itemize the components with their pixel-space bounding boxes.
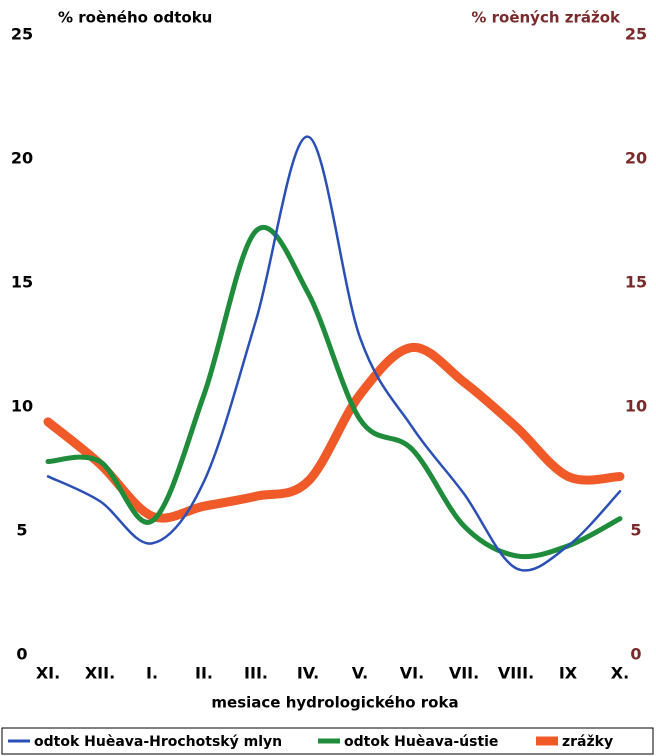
- x-tick-label: I.: [146, 664, 158, 683]
- y2-tick-label: 20: [625, 149, 647, 168]
- x-axis-title: mesiace hydrologického roka: [211, 694, 458, 712]
- y2-tick-label: 10: [625, 397, 647, 416]
- x-tick-label: III.: [244, 664, 268, 683]
- y2-tick-label: 25: [625, 25, 647, 44]
- y2-axis-title: % roèných zrážok: [471, 9, 621, 27]
- series-line: [45, 225, 623, 560]
- x-tick-label: VII.: [449, 664, 479, 683]
- x-tick-label: II.: [195, 664, 213, 683]
- legend-label: zrážky: [562, 734, 613, 750]
- x-tick-label: VI.: [400, 664, 424, 683]
- y-axis-title: % roèného odtoku: [58, 9, 212, 27]
- y-tick-label: 25: [11, 25, 33, 44]
- legend-label: odtok Huèava-Hrochotský mlyn: [34, 734, 282, 750]
- y2-tick-label: 0: [630, 645, 641, 664]
- x-tick-label: XI.: [36, 664, 60, 683]
- x-tick-label: VIII.: [498, 664, 534, 683]
- y-tick-label: 0: [16, 645, 27, 664]
- y2-tick-label: 15: [625, 273, 647, 292]
- x-tick-label: IV.: [297, 664, 319, 683]
- x-tick-label: X.: [611, 664, 629, 683]
- series-line: [46, 135, 622, 572]
- y-tick-label: 20: [11, 149, 33, 168]
- y-tick-label: 15: [11, 273, 33, 292]
- legend-box: [1, 727, 654, 755]
- y-tick-label: 10: [11, 397, 33, 416]
- y2-tick-label: 5: [630, 521, 641, 540]
- x-tick-label: V.: [352, 664, 368, 683]
- series-line: [43, 342, 625, 523]
- x-tick-label: XII.: [85, 664, 115, 683]
- legend-label: odtok Huèava-ústie: [344, 734, 498, 750]
- y-tick-label: 5: [16, 521, 27, 540]
- x-tick-label: IX: [559, 664, 578, 683]
